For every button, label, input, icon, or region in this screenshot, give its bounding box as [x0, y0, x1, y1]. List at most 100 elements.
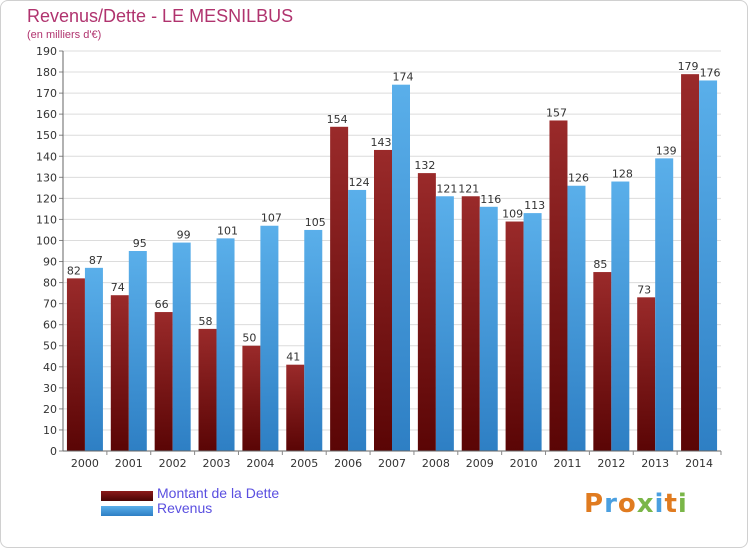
y-tick-label: 40	[43, 361, 57, 374]
y-tick-label: 120	[36, 192, 57, 205]
data-label-debt-2009: 121	[458, 182, 479, 195]
proxiti-logo: Proxiti	[584, 489, 688, 519]
bar-revenue-2000	[84, 267, 103, 451]
bar-revenue-2013	[655, 158, 674, 452]
legend-swatch-revenue	[101, 506, 153, 516]
data-label-debt-2004: 50	[242, 332, 256, 345]
data-label-revenue-2012: 128	[612, 168, 633, 181]
data-label-revenue-2013: 139	[656, 144, 677, 157]
y-tick-label: 130	[36, 171, 57, 184]
x-tick-label: 2006	[334, 457, 362, 470]
y-tick-label: 10	[43, 424, 57, 437]
bar-debt-2000	[66, 278, 85, 451]
x-tick-label: 2008	[422, 457, 450, 470]
proxiti-logo-letter: i	[654, 489, 665, 519]
proxiti-logo-letter: r	[604, 489, 618, 519]
y-tick-label: 100	[36, 234, 57, 247]
bar-debt-2014	[681, 74, 700, 451]
bar-revenue-2004	[260, 225, 279, 451]
bar-revenue-2003	[216, 238, 235, 451]
legend-swatch-debt	[101, 491, 153, 501]
y-tick-label: 60	[43, 319, 57, 332]
data-label-revenue-2004: 107	[261, 212, 282, 225]
data-label-debt-2006: 154	[327, 113, 348, 126]
data-label-revenue-2014: 176	[700, 66, 721, 79]
proxiti-logo-letter: P	[584, 489, 605, 519]
bar-debt-2002	[154, 312, 173, 451]
legend-label-debt: Montant de la Dette	[157, 485, 280, 501]
x-tick-label: 2002	[159, 457, 187, 470]
bar-revenue-2007	[392, 84, 410, 452]
y-tick-label: 80	[43, 277, 57, 290]
bar-debt-2008	[417, 173, 436, 451]
y-tick-label: 90	[43, 256, 57, 269]
bar-revenue-2008	[435, 196, 454, 451]
x-tick-label: 2004	[246, 457, 274, 470]
proxiti-logo-letter: t	[664, 489, 678, 519]
data-label-debt-2002: 66	[155, 298, 169, 311]
data-label-revenue-2002: 99	[177, 229, 191, 242]
bar-revenue-2002	[172, 242, 191, 451]
bar-revenue-2001	[128, 251, 147, 451]
data-label-revenue-2001: 95	[133, 237, 147, 250]
x-tick-label: 2012	[597, 457, 625, 470]
data-label-debt-2001: 74	[111, 281, 125, 294]
bar-debt-2003	[198, 328, 217, 451]
x-tick-label: 2011	[553, 457, 581, 470]
bar-debt-2005	[286, 364, 305, 451]
x-tick-label: 2005	[290, 457, 318, 470]
data-label-debt-2005: 41	[286, 351, 300, 364]
bar-debt-2010	[505, 221, 524, 451]
data-label-debt-2011: 157	[546, 106, 567, 119]
proxiti-logo-letter: i	[677, 489, 688, 519]
y-tick-label: 140	[36, 150, 57, 163]
bar-debt-2007	[374, 149, 392, 451]
data-label-revenue-2011: 126	[568, 172, 589, 185]
x-tick-label: 2003	[203, 457, 231, 470]
x-tick-label: 2010	[510, 457, 538, 470]
data-label-revenue-2006: 124	[349, 176, 370, 189]
proxiti-logo-letter: o	[617, 489, 637, 519]
y-tick-label: 160	[36, 108, 57, 121]
x-tick-label: 2007	[378, 457, 406, 470]
chart-subtitle: (en milliers d'€)	[27, 29, 102, 41]
legend-label-revenue: Revenus	[157, 500, 213, 516]
bar-debt-2013	[637, 297, 656, 451]
bar-debt-2012	[593, 272, 612, 451]
data-label-revenue-2010: 113	[524, 199, 545, 212]
data-label-debt-2013: 73	[637, 283, 651, 296]
x-tick-label: 2013	[641, 457, 669, 470]
data-label-debt-2014: 179	[678, 60, 699, 73]
data-label-revenue-2009: 116	[480, 193, 501, 206]
y-tick-label: 150	[36, 129, 57, 142]
data-label-revenue-2008: 121	[436, 182, 457, 195]
bar-debt-2011	[549, 120, 568, 451]
y-tick-label: 180	[36, 66, 57, 79]
data-label-revenue-2000: 87	[89, 254, 103, 267]
x-tick-label: 2000	[71, 457, 99, 470]
bar-revenue-2011	[567, 185, 586, 451]
bar-revenue-2014	[699, 80, 718, 451]
bar-revenue-2010	[523, 213, 542, 451]
y-tick-label: 30	[43, 382, 57, 395]
y-tick-label: 70	[43, 298, 57, 311]
y-tick-label: 170	[36, 87, 57, 100]
data-label-revenue-2003: 101	[217, 224, 238, 237]
bar-debt-2004	[242, 345, 261, 451]
x-tick-label: 2014	[685, 457, 713, 470]
bar-debt-2009	[461, 196, 480, 451]
data-label-debt-2007: 143	[371, 136, 392, 149]
data-label-debt-2003: 58	[199, 315, 213, 328]
proxiti-logo-letter: x	[636, 489, 655, 519]
chart-title: Revenus/Dette - LE MESNILBUS	[27, 6, 294, 26]
bar-revenue-2009	[479, 206, 498, 451]
data-label-debt-2008: 132	[414, 159, 435, 172]
y-tick-label: 20	[43, 403, 57, 416]
data-label-debt-2000: 82	[67, 264, 81, 277]
bar-revenue-2012	[611, 181, 630, 452]
bar-debt-2001	[110, 295, 129, 451]
x-tick-label: 2009	[466, 457, 494, 470]
y-tick-label: 50	[43, 340, 57, 353]
